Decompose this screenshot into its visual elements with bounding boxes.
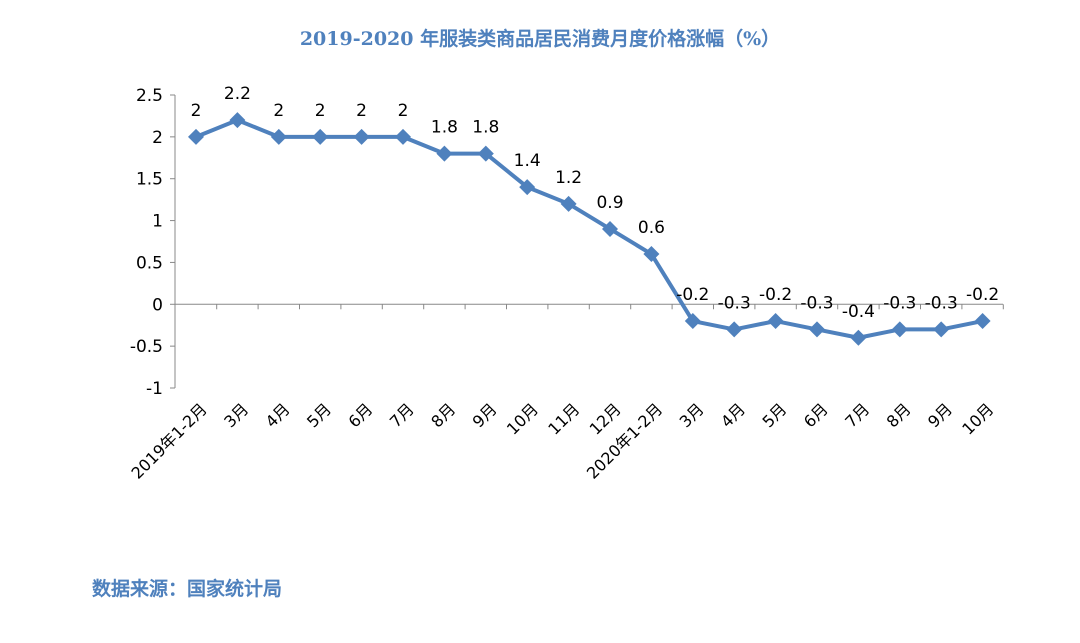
data-label: 0.9 [596, 193, 623, 213]
data-label: 2 [315, 101, 326, 121]
data-label: 1.8 [472, 118, 499, 138]
x-tick-label: 5月 [303, 399, 335, 431]
x-tick-label: 4月 [262, 399, 294, 431]
data-point [270, 128, 287, 145]
data-point [726, 321, 743, 338]
data-point [974, 313, 991, 330]
data-point [312, 128, 329, 145]
data-label: 2 [398, 101, 409, 121]
x-tick-label: 3月 [220, 399, 252, 431]
data-label: 2 [356, 101, 367, 121]
y-tick-label: -1 [146, 379, 163, 399]
x-tick-label: 6月 [800, 399, 832, 431]
data-point [809, 321, 825, 338]
data-label: 2.2 [224, 84, 251, 104]
y-tick-label: 1 [152, 212, 163, 232]
data-label: 2 [191, 101, 202, 121]
data-point [560, 195, 577, 212]
data-point [643, 246, 660, 263]
data-label: 2 [273, 101, 284, 121]
x-tick-label: 7月 [386, 399, 418, 431]
data-source: 数据来源：国家统计局 [92, 578, 283, 600]
data-label: -0.3 [718, 293, 751, 313]
data-point [436, 145, 453, 162]
data-point [395, 128, 411, 145]
y-tick-label: 1.5 [136, 170, 163, 190]
x-tick-label: 5月 [758, 399, 790, 431]
x-tick-label: 9月 [469, 399, 501, 431]
x-tick-label: 8月 [883, 399, 915, 431]
data-point [850, 329, 867, 346]
x-tick-label: 7月 [841, 399, 873, 431]
data-label: 1.4 [514, 151, 541, 171]
y-tick-label: 2.5 [136, 86, 163, 106]
data-label: -0.4 [842, 302, 875, 322]
data-point [933, 321, 950, 338]
x-tick-label: 10月 [503, 399, 542, 438]
data-point [767, 313, 784, 330]
data-point [229, 112, 246, 129]
data-point [353, 128, 370, 145]
data-label: -0.2 [966, 285, 999, 305]
x-tick-label: 8月 [427, 399, 459, 431]
x-tick-label: 11月 [544, 399, 583, 438]
data-label: -0.2 [759, 285, 792, 305]
x-tick-label: 2019年1-2月 [127, 399, 210, 482]
data-point [477, 145, 494, 162]
y-tick-label: 0.5 [136, 253, 163, 273]
data-label: -0.2 [676, 285, 709, 305]
x-tick-label: 6月 [344, 399, 376, 431]
data-label: 1.2 [555, 168, 582, 188]
data-label: -0.3 [925, 293, 958, 313]
x-tick-label: 2020年1-2月 [583, 399, 666, 482]
y-tick-label: -0.5 [130, 337, 163, 357]
data-point [602, 220, 618, 237]
y-tick-label: 2 [152, 128, 163, 148]
data-point [891, 321, 908, 338]
data-point [519, 179, 536, 196]
data-label: 0.6 [638, 218, 665, 238]
data-label: -0.3 [883, 293, 916, 313]
data-label: -0.3 [800, 293, 833, 313]
data-point [188, 128, 204, 145]
chart-title: 2019-2020 年服装类商品居民消费月度价格涨幅（%） [299, 28, 781, 50]
x-tick-label: 3月 [676, 399, 708, 431]
x-tick-label: 10月 [958, 399, 997, 438]
x-tick-label: 4月 [717, 399, 749, 431]
data-label: 1.8 [431, 118, 458, 138]
y-tick-label: 0 [152, 295, 163, 315]
x-tick-label: 9月 [924, 399, 956, 431]
data-point [684, 313, 701, 330]
